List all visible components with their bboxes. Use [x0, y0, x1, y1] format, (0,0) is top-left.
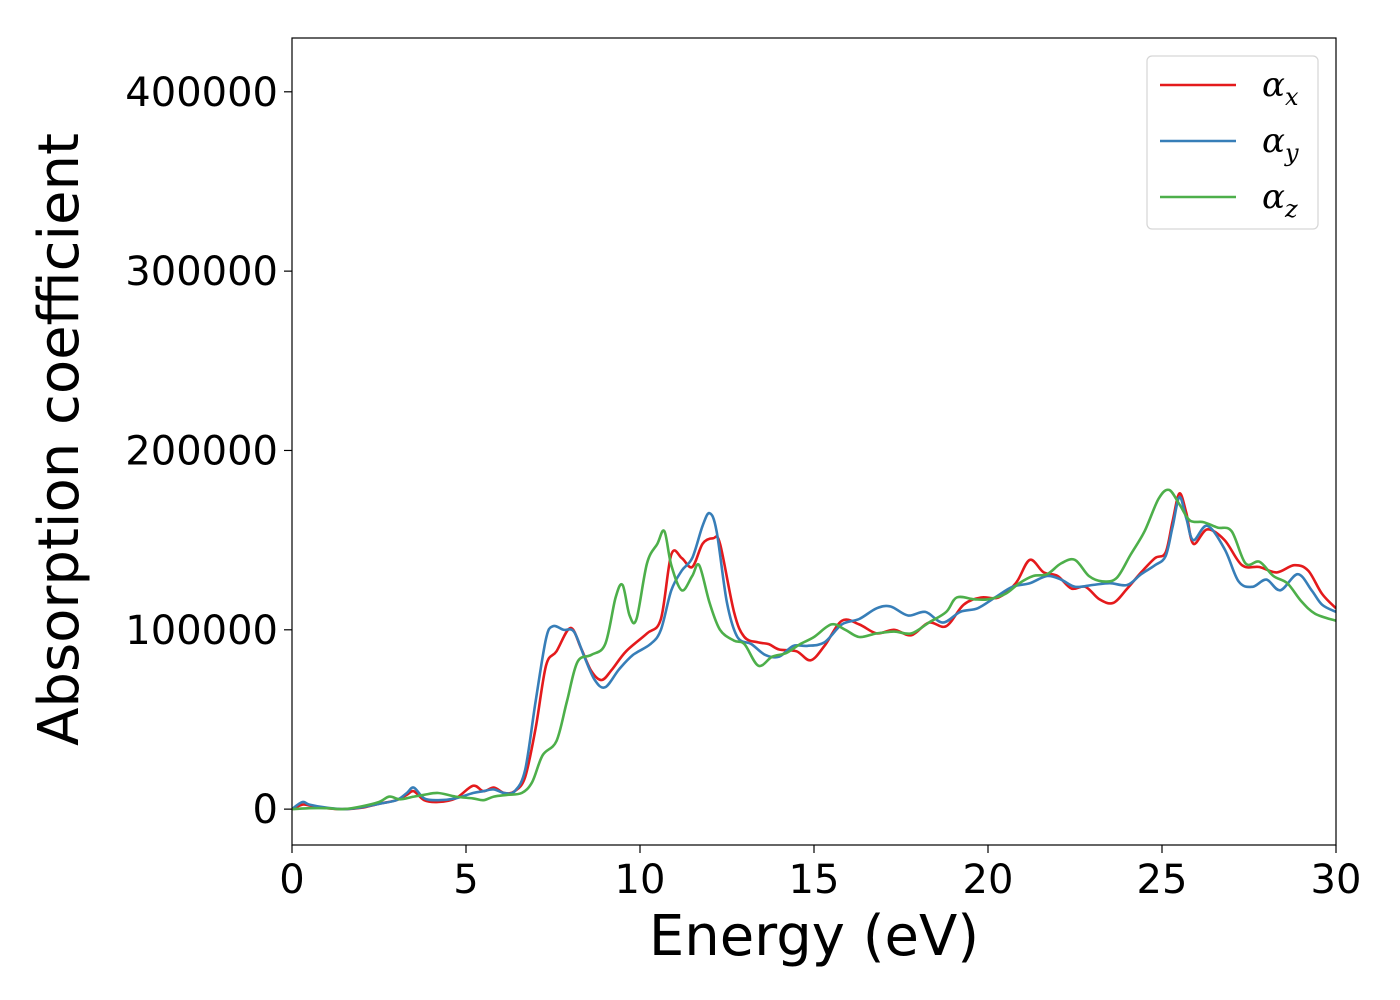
legend-label-z: αz [1262, 177, 1298, 223]
x-tick-label: 20 [963, 857, 1014, 903]
y-tick-label: 100000 [125, 608, 278, 654]
y-tick-label: 400000 [125, 70, 278, 116]
x-tick-label: 10 [615, 857, 666, 903]
x-axis: 0 5 10 15 20 25 30 [279, 845, 1361, 903]
x-tick-label: 25 [1137, 857, 1188, 903]
x-tick-label: 0 [279, 857, 304, 903]
plot-lines [292, 488, 1336, 811]
y-tick-label: 200000 [125, 428, 278, 474]
series-line-y [292, 495, 1336, 811]
x-tick-label: 15 [789, 857, 840, 903]
y-axis: 0 100000 200000 300000 400000 [125, 70, 292, 833]
x-tick-label: 5 [453, 857, 478, 903]
legend-box [1146, 55, 1319, 230]
x-axis-label: Energy (eV) [649, 904, 979, 969]
y-tick-label: 300000 [125, 249, 278, 295]
y-axis-label: Absorption coefficient [27, 133, 92, 746]
legend-label-y: αy [1262, 121, 1299, 167]
y-tick-label: 0 [253, 787, 278, 833]
legend-label-x: αx [1262, 65, 1299, 111]
x-tick-label: 30 [1311, 857, 1362, 903]
series-line-z [292, 488, 1336, 811]
legend: αx αy αz [1146, 55, 1319, 230]
